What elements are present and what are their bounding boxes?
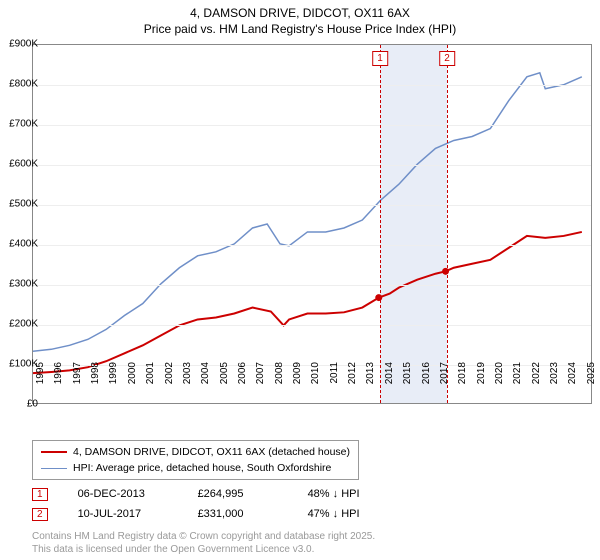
y-axis-label: £400K	[9, 239, 38, 250]
x-axis-label: 2013	[365, 362, 376, 384]
sale-delta-1: 48% ↓ HPI	[308, 488, 398, 500]
x-axis-label: 2005	[219, 362, 230, 384]
legend-swatch-hpi	[41, 468, 67, 469]
y-axis-label: £0	[27, 399, 38, 410]
chart-title-line1: 4, DAMSON DRIVE, DIDCOT, OX11 6AX	[0, 6, 600, 22]
series-hpi	[33, 73, 582, 351]
y-axis-label: £900K	[9, 39, 38, 50]
x-axis-label: 2004	[200, 362, 211, 384]
x-axis-label: 2011	[329, 362, 340, 384]
x-axis-label: 1997	[72, 362, 83, 384]
y-axis-label: £600K	[9, 159, 38, 170]
legend-label-hpi: HPI: Average price, detached house, Sout…	[73, 462, 331, 474]
series-price_paid	[33, 232, 582, 373]
x-axis-label: 2014	[384, 362, 395, 384]
sale-delta-2: 47% ↓ HPI	[308, 508, 398, 520]
x-axis-label: 2017	[439, 362, 450, 384]
footer-line2: This data is licensed under the Open Gov…	[32, 544, 375, 557]
sale-index-1: 1	[32, 488, 48, 501]
sale-row-1: 1 06-DEC-2013 £264,995 48% ↓ HPI	[32, 484, 398, 504]
x-axis-label: 2007	[255, 362, 266, 384]
plot-area: 12	[32, 44, 592, 404]
x-axis-label: 2003	[182, 362, 193, 384]
legend-row-hpi: HPI: Average price, detached house, Sout…	[41, 460, 350, 476]
y-axis-label: £500K	[9, 199, 38, 210]
x-axis-label: 2009	[292, 362, 303, 384]
y-axis-label: £200K	[9, 319, 38, 330]
sale-row-2: 2 10-JUL-2017 £331,000 47% ↓ HPI	[32, 504, 398, 524]
x-axis-label: 2006	[237, 362, 248, 384]
legend-label-price-paid: 4, DAMSON DRIVE, DIDCOT, OX11 6AX (detac…	[73, 446, 350, 458]
gridline	[33, 125, 591, 126]
x-axis-label: 2019	[476, 362, 487, 384]
x-axis-label: 2012	[347, 362, 358, 384]
x-axis-label: 1995	[35, 362, 46, 384]
gridline	[33, 325, 591, 326]
x-axis-label: 2022	[531, 362, 542, 384]
x-axis-label: 2018	[457, 362, 468, 384]
sale-vline-1	[380, 45, 381, 403]
sale-marker-1	[375, 294, 382, 301]
gridline	[33, 205, 591, 206]
sale-price-1: £264,995	[198, 488, 278, 500]
y-axis-label: £300K	[9, 279, 38, 290]
chart-title-line2: Price paid vs. HM Land Registry's House …	[0, 22, 600, 38]
sales-table: 1 06-DEC-2013 £264,995 48% ↓ HPI 2 10-JU…	[32, 484, 398, 524]
y-axis-label: £700K	[9, 119, 38, 130]
sale-tag-1: 1	[372, 51, 388, 66]
x-axis-label: 2015	[402, 362, 413, 384]
chart-title-block: 4, DAMSON DRIVE, DIDCOT, OX11 6AX Price …	[0, 0, 600, 37]
footer-line1: Contains HM Land Registry data © Crown c…	[32, 531, 375, 544]
x-axis-label: 2025	[586, 362, 597, 384]
x-axis-label: 1998	[90, 362, 101, 384]
sale-price-2: £331,000	[198, 508, 278, 520]
x-axis-label: 2001	[145, 362, 156, 384]
x-axis-label: 2021	[512, 362, 523, 384]
x-axis-label: 2023	[549, 362, 560, 384]
y-axis-label: £100K	[9, 359, 38, 370]
x-axis-label: 2020	[494, 362, 505, 384]
gridline	[33, 85, 591, 86]
legend: 4, DAMSON DRIVE, DIDCOT, OX11 6AX (detac…	[32, 440, 359, 480]
gridline	[33, 165, 591, 166]
sale-vline-2	[447, 45, 448, 403]
legend-row-price-paid: 4, DAMSON DRIVE, DIDCOT, OX11 6AX (detac…	[41, 444, 350, 460]
x-axis-label: 2000	[127, 362, 138, 384]
sale-date-2: 10-JUL-2017	[78, 508, 168, 520]
x-axis-label: 2008	[274, 362, 285, 384]
x-axis-label: 1996	[53, 362, 64, 384]
legend-swatch-price-paid	[41, 451, 67, 453]
gridline	[33, 245, 591, 246]
x-axis-label: 2016	[421, 362, 432, 384]
y-axis-label: £800K	[9, 79, 38, 90]
sale-tag-2: 2	[439, 51, 455, 66]
x-axis-label: 1999	[108, 362, 119, 384]
gridline	[33, 285, 591, 286]
x-axis-label: 2024	[567, 362, 578, 384]
sale-date-1: 06-DEC-2013	[78, 488, 168, 500]
x-axis-label: 2010	[310, 362, 321, 384]
line-series-svg	[33, 45, 591, 403]
sale-index-2: 2	[32, 508, 48, 521]
chart-container: 4, DAMSON DRIVE, DIDCOT, OX11 6AX Price …	[0, 0, 600, 560]
x-axis-label: 2002	[164, 362, 175, 384]
footer: Contains HM Land Registry data © Crown c…	[32, 531, 375, 556]
